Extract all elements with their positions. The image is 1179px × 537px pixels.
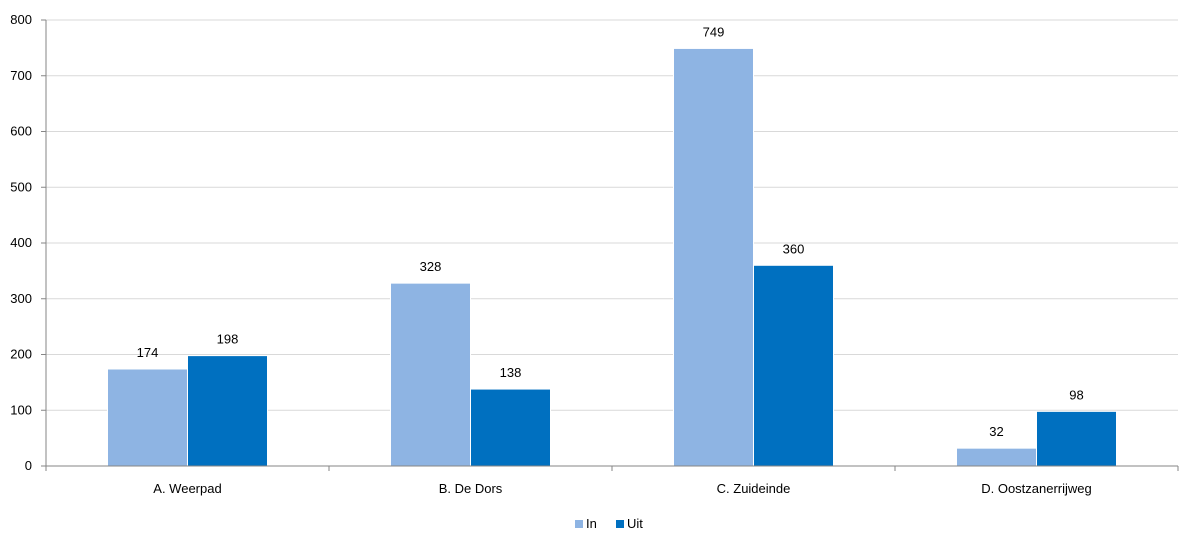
y-tick-label: 200 [10, 347, 32, 362]
y-tick-label: 800 [10, 12, 32, 27]
data-label: 174 [137, 345, 159, 360]
legend-label-uit: Uit [627, 516, 643, 531]
x-axis: A. Weerpad B. De Dors C. Zuideinde D. Oostz… [45, 20, 1179, 496]
bar-in [673, 47, 754, 467]
data-label: 32 [989, 424, 1003, 439]
y-tick-label: 500 [10, 179, 32, 194]
legend-swatch-in [575, 520, 583, 528]
bars [107, 47, 1117, 467]
y-tick-label: 0 [25, 458, 32, 473]
bar-uit [1036, 410, 1117, 467]
y-tick-label: 300 [10, 291, 32, 306]
legend-label-in: In [586, 516, 597, 531]
data-label: 138 [500, 365, 522, 380]
y-tick-label: 600 [10, 124, 32, 139]
bar-in [956, 447, 1037, 467]
bar-in [390, 282, 471, 467]
y-tick-label: 700 [10, 68, 32, 83]
bar-in [107, 368, 188, 467]
legend-swatch-uit [616, 520, 624, 528]
y-tick-label: 100 [10, 402, 32, 417]
data-labels: 174 198 328 138 749 360 32 98 [137, 24, 1084, 439]
bar-uit [753, 264, 834, 467]
bar-uit [470, 388, 551, 467]
y-axis-ticks: 0 100 200 300 400 500 600 700 800 [10, 12, 46, 473]
bar-uit [187, 355, 268, 467]
data-label: 98 [1069, 387, 1083, 402]
legend: In Uit [575, 516, 643, 531]
x-tick-label: A. Weerpad [153, 481, 221, 496]
x-tick-label: B. De Dors [439, 481, 503, 496]
x-tick-label: C. Zuideinde [717, 481, 791, 496]
data-label: 749 [703, 24, 725, 39]
y-tick-label: 400 [10, 235, 32, 250]
x-tick-label: D. Oostzanerrijweg [981, 481, 1092, 496]
data-label: 198 [217, 332, 239, 347]
data-label: 360 [783, 241, 805, 256]
data-label: 328 [420, 259, 442, 274]
